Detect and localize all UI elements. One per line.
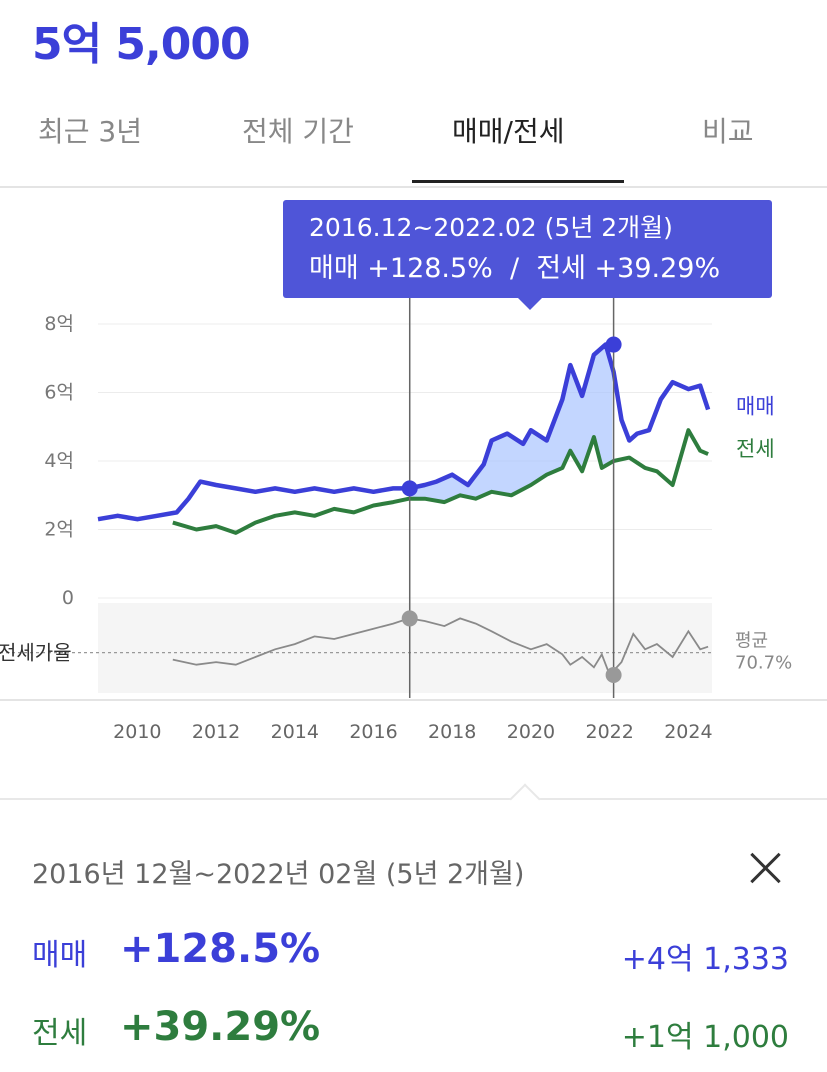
x-tick-label: 2024 [664,721,712,743]
range-start-point-ratio [401,610,418,627]
range-end-point-ratio [605,667,622,683]
period-tabs: 최근 3년 전체 기간 매매/전세 비교 [0,98,827,188]
series-label-sale: 매매 [736,395,775,419]
x-tick-label: 2010 [113,721,161,743]
sale-change-amount: +4억 1,333 [621,942,789,977]
series-line-sale [97,342,711,522]
tab-recent-3-years[interactable]: 최근 3년 [38,115,142,148]
x-tick-label: 2014 [271,721,319,743]
y-tick-label: 2억 [44,519,74,541]
jeonse-label: 전세 [32,1016,88,1051]
ratio-average-label: 평균 [735,631,768,652]
sale-change-percent: +128.5% [120,926,321,972]
tooltip-change: 매매 +128.5% / 전세 +39.29% [309,253,721,284]
x-tick-label: 2022 [585,721,633,743]
y-tick-label: 8억 [44,313,74,335]
y-tick-label: 4억 [44,450,74,472]
ratio-average-label: 70.7% [735,653,792,674]
tooltip-pointer [518,298,542,310]
x-tick-label: 2018 [428,721,476,743]
close-icon[interactable] [744,846,788,890]
x-tick-label: 2012 [192,721,240,743]
series-label-jeonse: 전세 [736,437,775,461]
range-area [409,345,613,502]
y-tick-label: 6억 [44,382,74,404]
sale-label: 매매 [32,938,88,973]
section-divider [0,798,827,800]
x-tick-label: 2016 [349,721,397,743]
tab-all-period[interactable]: 전체 기간 [242,115,354,148]
tab-sale-jeonse[interactable]: 매매/전세 [452,115,565,148]
jeonse-change-amount: +1억 1,000 [621,1020,789,1055]
active-tab-indicator [412,180,624,183]
current-price: 5억 5,000 [32,19,251,70]
tooltip-period: 2016.12~2022.02 (5년 2개월) [309,213,673,242]
jeonse-change-percent: +39.29% [120,1004,321,1050]
range-end-point-sale [605,336,622,353]
series-line-jeonse [172,428,709,535]
tab-compare[interactable]: 비교 [702,115,754,148]
series-line-ratio [172,617,709,677]
selected-period: 2016년 12월~2022년 02월 (5년 2개월) [32,859,525,890]
range-start-point-sale [401,480,418,497]
y-tick-label: 0 [62,587,74,609]
divider-notch [509,783,541,815]
range-tooltip: 2016.12~2022.02 (5년 2개월) 매매 +128.5% / 전세… [283,200,772,298]
x-tick-label: 2020 [507,721,555,743]
series-label-ratio: 전세가율 [0,641,72,665]
